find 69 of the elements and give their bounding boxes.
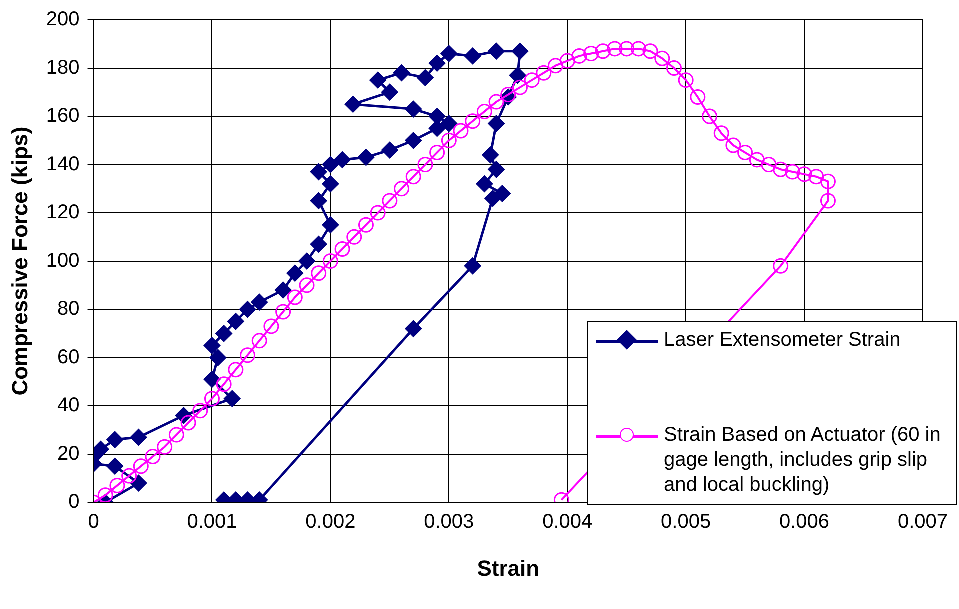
point bbox=[216, 325, 233, 342]
point bbox=[428, 54, 446, 72]
point bbox=[488, 42, 506, 60]
x-tick-label: 0.002 bbox=[306, 511, 356, 534]
point bbox=[405, 320, 422, 338]
x-tick-label: 0.007 bbox=[898, 511, 948, 534]
point bbox=[381, 84, 398, 101]
y-tick-label: 100 bbox=[46, 250, 80, 272]
point bbox=[482, 146, 500, 164]
point bbox=[476, 176, 494, 193]
point bbox=[334, 151, 352, 168]
point bbox=[322, 216, 340, 234]
y-axis-title: Compressive Force (kips) bbox=[7, 126, 32, 396]
point bbox=[512, 42, 529, 60]
point bbox=[484, 190, 502, 208]
point bbox=[224, 390, 241, 408]
point bbox=[322, 176, 340, 193]
point bbox=[344, 96, 362, 113]
point bbox=[227, 313, 244, 330]
point bbox=[310, 236, 328, 253]
y-tick-label: 0 bbox=[68, 491, 80, 514]
point bbox=[416, 69, 434, 86]
point bbox=[239, 301, 256, 318]
point bbox=[130, 428, 148, 446]
point bbox=[509, 67, 526, 84]
x-tick-label: 0.003 bbox=[424, 511, 474, 534]
point bbox=[488, 161, 506, 178]
point bbox=[274, 282, 292, 299]
point bbox=[106, 458, 124, 475]
y-tick-label: 20 bbox=[58, 442, 80, 465]
point bbox=[204, 371, 221, 388]
x-tick-label: 0.006 bbox=[780, 511, 830, 534]
point bbox=[393, 64, 410, 82]
point bbox=[94, 441, 110, 458]
y-tick-label: 200 bbox=[46, 8, 80, 31]
legend-label: Strain Based on Actuator (60 in gage length, includes grip slip and local buckling) bbox=[664, 422, 942, 498]
y-tick-label: 40 bbox=[58, 394, 80, 417]
point bbox=[251, 294, 268, 311]
point bbox=[370, 72, 387, 89]
point bbox=[310, 164, 328, 181]
point bbox=[204, 337, 221, 354]
point bbox=[358, 149, 375, 166]
point bbox=[210, 349, 227, 366]
legend-label: Laser Extensometer Strain bbox=[664, 328, 902, 353]
x-tick-label: 0.004 bbox=[542, 511, 593, 534]
y-tick-label: 120 bbox=[46, 202, 80, 224]
point bbox=[381, 142, 398, 159]
y-tick-label: 140 bbox=[46, 153, 80, 176]
point bbox=[464, 48, 482, 65]
point bbox=[440, 115, 458, 132]
point bbox=[286, 264, 304, 282]
point bbox=[405, 132, 422, 150]
point bbox=[405, 100, 422, 118]
point bbox=[298, 252, 316, 270]
y-tick-label: 160 bbox=[46, 105, 80, 128]
point bbox=[322, 156, 340, 174]
x-axis-title: Strain bbox=[477, 556, 540, 581]
point bbox=[440, 45, 458, 62]
point bbox=[488, 115, 506, 132]
point bbox=[464, 258, 482, 275]
x-tick-label: 0.005 bbox=[661, 511, 712, 534]
x-tick-label: 0 bbox=[88, 511, 100, 534]
y-tick-label: 80 bbox=[58, 298, 80, 320]
x-tick-label: 0.001 bbox=[187, 511, 238, 534]
y-tick-label: 60 bbox=[58, 346, 80, 368]
point bbox=[130, 474, 148, 492]
y-tick-label: 180 bbox=[46, 56, 80, 79]
point bbox=[310, 192, 328, 210]
point bbox=[106, 431, 124, 448]
